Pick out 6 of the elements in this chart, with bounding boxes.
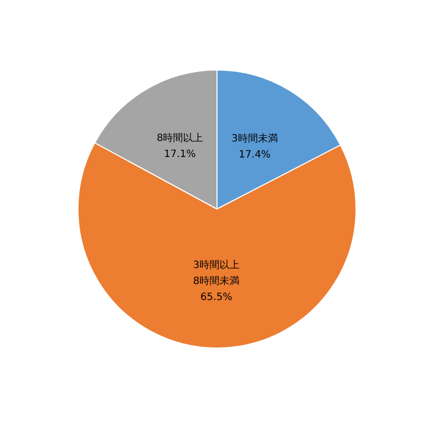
slice-label: 8時間以上 bbox=[156, 132, 204, 144]
slice-label: 3時間以上8時間未満 bbox=[193, 258, 240, 287]
data-label: 17.4% bbox=[238, 150, 271, 161]
slice-label: 3時間未満 bbox=[232, 132, 278, 145]
data-label: 17.1% bbox=[164, 149, 196, 160]
data-label: 65.5% bbox=[200, 292, 232, 303]
